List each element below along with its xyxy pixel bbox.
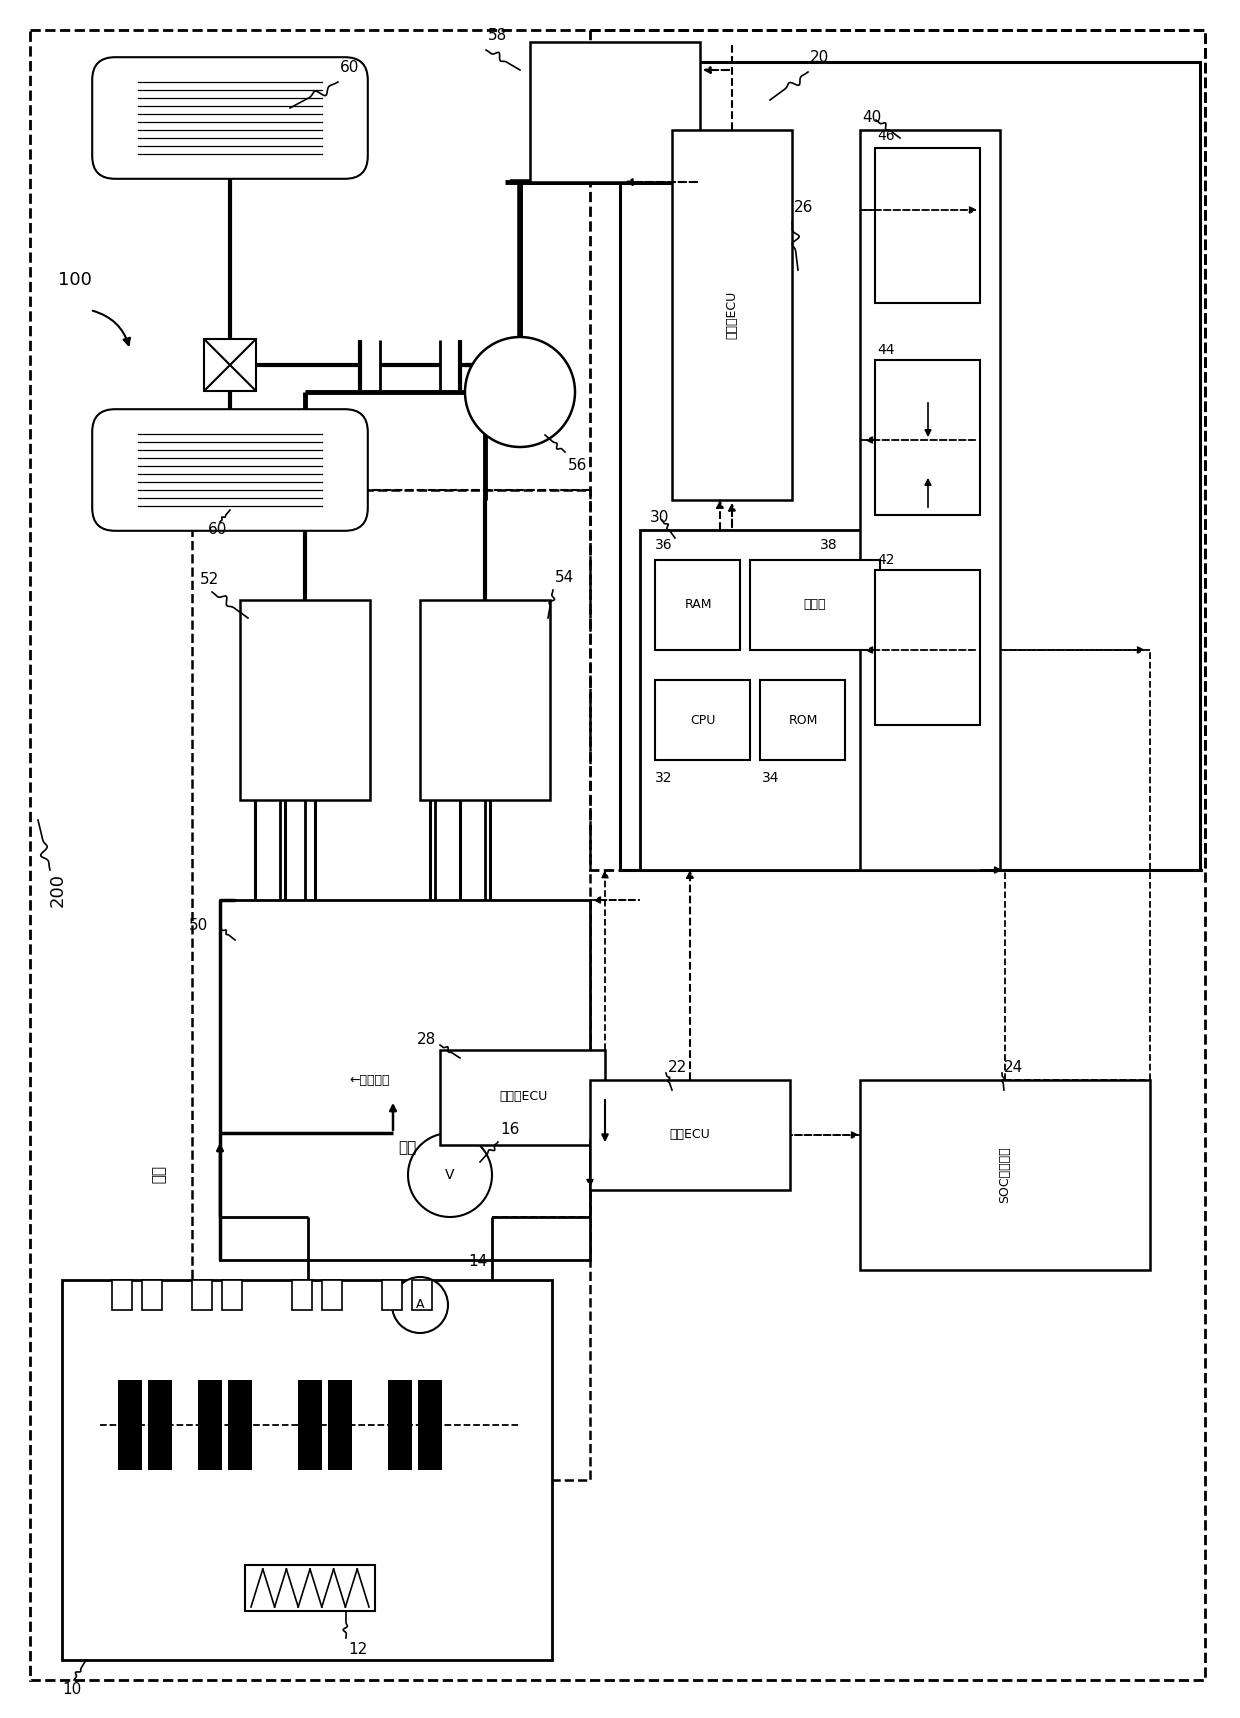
Bar xyxy=(382,1280,402,1311)
Text: 42: 42 xyxy=(877,553,894,567)
Bar xyxy=(672,131,792,500)
Bar xyxy=(418,1380,441,1471)
Text: A: A xyxy=(415,1299,424,1311)
Text: 32: 32 xyxy=(655,771,672,785)
Text: 52: 52 xyxy=(200,572,219,588)
Bar xyxy=(219,900,590,1259)
Bar xyxy=(529,41,701,182)
Text: 发动机ECU: 发动机ECU xyxy=(725,290,739,338)
FancyBboxPatch shape xyxy=(92,409,368,531)
Text: 100: 100 xyxy=(58,271,92,289)
Text: 46: 46 xyxy=(877,129,894,143)
Text: 12: 12 xyxy=(348,1642,367,1658)
Circle shape xyxy=(408,1132,492,1216)
Text: 10: 10 xyxy=(62,1682,82,1697)
Bar xyxy=(246,1565,374,1611)
Bar xyxy=(241,600,370,801)
Bar xyxy=(222,1280,242,1311)
Bar xyxy=(62,1280,552,1660)
Bar xyxy=(861,131,999,869)
Text: 38: 38 xyxy=(820,538,838,551)
Bar xyxy=(192,1280,212,1311)
Text: 输入: 输入 xyxy=(150,1167,165,1184)
Bar xyxy=(750,560,880,649)
Bar xyxy=(620,62,1200,869)
Bar xyxy=(205,338,255,392)
Text: CPU: CPU xyxy=(691,713,715,727)
Bar xyxy=(112,1280,131,1311)
Text: 计时器: 计时器 xyxy=(804,598,826,612)
Bar xyxy=(388,1380,412,1471)
Bar xyxy=(875,148,980,302)
Bar xyxy=(440,1050,605,1144)
Text: 36: 36 xyxy=(655,538,672,551)
Text: V: V xyxy=(445,1168,455,1182)
Text: 电池ECU: 电池ECU xyxy=(670,1129,711,1141)
Text: 16: 16 xyxy=(500,1122,520,1137)
Bar xyxy=(590,29,1205,869)
Text: 58: 58 xyxy=(489,29,507,43)
Text: 54: 54 xyxy=(556,570,574,586)
Bar xyxy=(198,1380,222,1471)
Text: 50: 50 xyxy=(188,917,208,933)
Bar xyxy=(875,570,980,725)
Text: 60: 60 xyxy=(208,522,227,538)
Bar xyxy=(655,680,750,759)
Bar xyxy=(192,490,590,1479)
Text: 44: 44 xyxy=(877,344,894,357)
Bar xyxy=(420,600,551,801)
Text: 26: 26 xyxy=(794,201,813,215)
Bar xyxy=(291,1280,312,1311)
Bar xyxy=(329,1380,352,1471)
Bar xyxy=(861,1081,1149,1270)
Bar xyxy=(148,1380,172,1471)
Bar xyxy=(298,1380,322,1471)
Text: 20: 20 xyxy=(810,50,830,65)
Text: 14: 14 xyxy=(467,1254,487,1270)
Text: 60: 60 xyxy=(340,60,360,76)
Text: 28: 28 xyxy=(417,1033,436,1048)
Text: ROM: ROM xyxy=(789,713,817,727)
FancyBboxPatch shape xyxy=(92,57,368,179)
Text: 22: 22 xyxy=(668,1060,687,1075)
Bar xyxy=(322,1280,342,1311)
Bar xyxy=(118,1380,143,1471)
Text: 200: 200 xyxy=(50,873,67,907)
Bar xyxy=(143,1280,162,1311)
Bar xyxy=(875,361,980,515)
Text: 30: 30 xyxy=(650,510,670,526)
Text: SOC推定单元: SOC推定单元 xyxy=(998,1146,1012,1203)
Text: RAM: RAM xyxy=(684,598,712,612)
Bar xyxy=(760,680,844,759)
Bar xyxy=(412,1280,432,1311)
Text: ←转矩指令: ←转矩指令 xyxy=(350,1074,391,1086)
Text: 输出: 输出 xyxy=(398,1141,417,1156)
Bar xyxy=(228,1380,252,1471)
Circle shape xyxy=(392,1276,448,1333)
Bar xyxy=(655,560,740,649)
Text: 电动机ECU: 电动机ECU xyxy=(498,1091,547,1103)
Bar xyxy=(590,1081,790,1191)
Bar xyxy=(640,529,980,869)
Text: 56: 56 xyxy=(568,457,588,472)
Circle shape xyxy=(465,337,575,447)
Text: 24: 24 xyxy=(1004,1060,1023,1075)
Text: 34: 34 xyxy=(763,771,780,785)
Text: 40: 40 xyxy=(862,110,882,125)
